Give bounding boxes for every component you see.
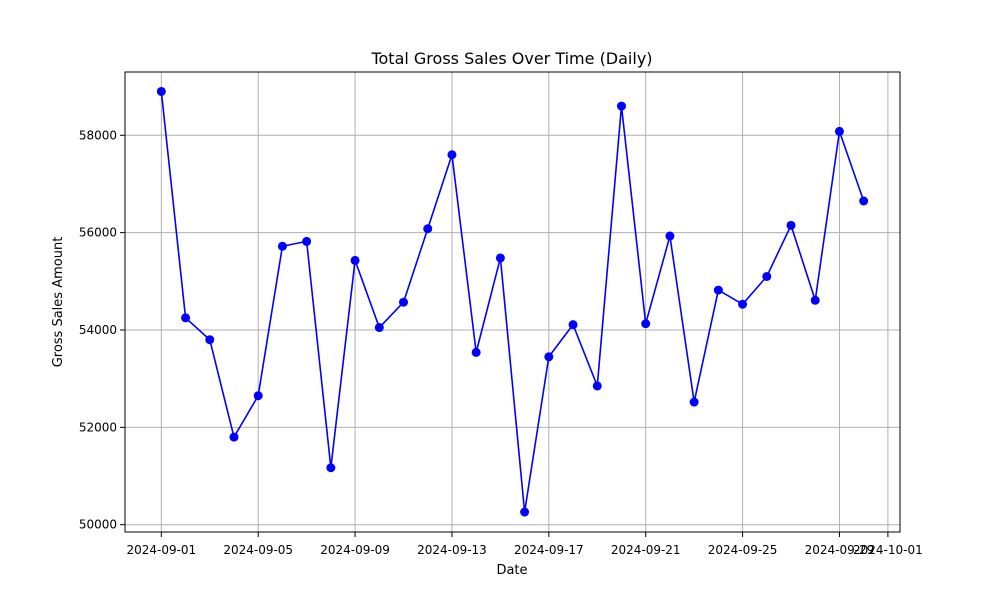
x-tick-label: 2024-09-05 xyxy=(223,543,293,557)
data-point-2024-09-13 xyxy=(447,150,457,160)
data-point-2024-09-12 xyxy=(423,224,433,234)
data-point-2024-09-15 xyxy=(495,253,505,263)
series-line xyxy=(160,91,865,513)
x-tick-label: 2024-09-17 xyxy=(514,543,584,557)
y-axis-ticks: 50000 52000 54000 56000 58000 xyxy=(79,128,125,532)
data-point-2024-09-23 xyxy=(689,397,699,407)
series-layer xyxy=(156,86,869,517)
y-tick-label: 52000 xyxy=(79,420,117,434)
data-point-2024-09-16 xyxy=(520,507,530,517)
y-tick-label: 56000 xyxy=(79,226,117,240)
x-tick-label: 2024-09-01 xyxy=(126,543,196,557)
x-axis-label: Date xyxy=(496,563,527,578)
data-point-2024-09-24 xyxy=(713,285,723,295)
data-point-2024-09-08 xyxy=(326,463,336,473)
data-point-2024-09-18 xyxy=(568,320,578,330)
x-tick-label: 2024-10-01 xyxy=(853,543,923,557)
x-tick-label: 2024-09-25 xyxy=(708,543,778,557)
data-point-2024-09-10 xyxy=(374,323,384,333)
data-point-2024-09-21 xyxy=(641,319,651,329)
data-point-2024-09-03 xyxy=(205,335,215,345)
data-point-2024-09-09 xyxy=(350,255,360,265)
y-tick-label: 58000 xyxy=(79,128,117,142)
y-axis-label: Gross Sales Amount xyxy=(51,237,66,368)
data-point-2024-09-05 xyxy=(253,391,263,401)
data-point-2024-09-19 xyxy=(592,381,602,391)
chart-title: Total Gross Sales Over Time (Daily) xyxy=(370,49,652,68)
x-tick-label: 2024-09-21 xyxy=(611,543,681,557)
data-point-2024-09-30 xyxy=(859,196,869,206)
plot-area-frame xyxy=(124,71,901,533)
data-point-2024-09-29 xyxy=(834,126,844,136)
y-tick-label: 54000 xyxy=(79,323,117,337)
x-axis-ticks: 2024-09-01 2024-09-05 2024-09-09 2024-09-13… xyxy=(126,532,923,557)
data-point-2024-09-28 xyxy=(810,295,820,305)
x-tick-label: 2024-09-29 xyxy=(805,543,875,557)
data-point-2024-09-17 xyxy=(544,352,554,362)
data-point-2024-09-26 xyxy=(762,271,772,281)
data-point-2024-09-01 xyxy=(156,86,166,96)
y-tick-label: 50000 xyxy=(79,518,117,532)
data-point-2024-09-25 xyxy=(738,299,748,309)
x-tick-label: 2024-09-09 xyxy=(320,543,390,557)
data-point-2024-09-27 xyxy=(786,220,796,230)
data-point-2024-09-11 xyxy=(399,297,409,307)
data-point-2024-09-14 xyxy=(471,347,481,357)
data-point-2024-09-02 xyxy=(181,313,191,323)
x-tick-label: 2024-09-13 xyxy=(417,543,487,557)
grid-lines xyxy=(125,72,900,532)
data-point-2024-09-04 xyxy=(229,432,239,442)
data-point-2024-09-06 xyxy=(277,241,287,251)
data-point-2024-09-22 xyxy=(665,231,675,241)
data-point-2024-09-07 xyxy=(302,236,312,246)
data-point-2024-09-20 xyxy=(616,101,626,111)
